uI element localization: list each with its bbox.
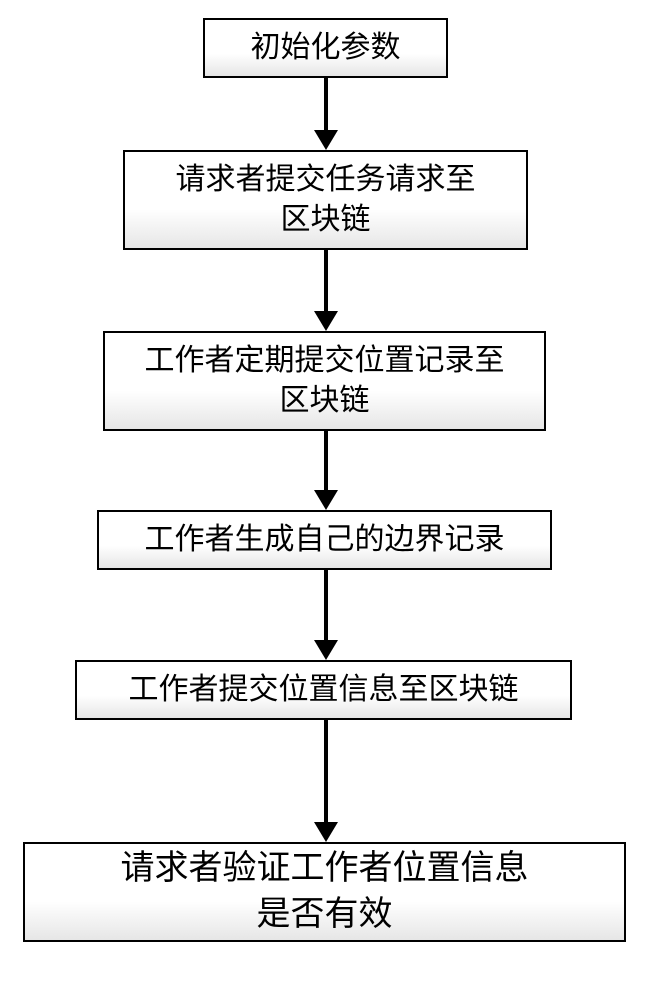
flowchart-node: 请求者验证工作者位置信息 是否有效 [23, 842, 626, 942]
node-label: 请求者验证工作者位置信息 是否有效 [121, 846, 529, 938]
arrow-head-icon [314, 640, 338, 660]
arrow-head-icon [314, 130, 338, 150]
arrow-line [324, 78, 328, 130]
flowchart-node: 工作者提交位置信息至区块链 [75, 660, 572, 720]
node-label: 工作者定期提交位置记录至 区块链 [145, 341, 505, 422]
arrow-line [324, 570, 328, 640]
flowchart-container: 初始化参数请求者提交任务请求至 区块链工作者定期提交位置记录至 区块链工作者生成… [0, 0, 652, 1000]
node-label: 初始化参数 [251, 28, 401, 69]
node-label: 请求者提交任务请求至 区块链 [176, 160, 476, 241]
arrow-head-icon [314, 490, 338, 510]
arrow-line [324, 720, 328, 822]
arrow-head-icon [314, 311, 338, 331]
node-label: 工作者提交位置信息至区块链 [129, 670, 519, 711]
flowchart-node: 工作者生成自己的边界记录 [97, 510, 552, 570]
arrow-line [324, 431, 328, 490]
arrow-head-icon [314, 822, 338, 842]
flowchart-node: 请求者提交任务请求至 区块链 [123, 150, 528, 250]
node-label: 工作者生成自己的边界记录 [145, 520, 505, 561]
arrow-line [324, 250, 328, 311]
flowchart-node: 工作者定期提交位置记录至 区块链 [103, 331, 546, 431]
flowchart-node: 初始化参数 [203, 18, 448, 78]
